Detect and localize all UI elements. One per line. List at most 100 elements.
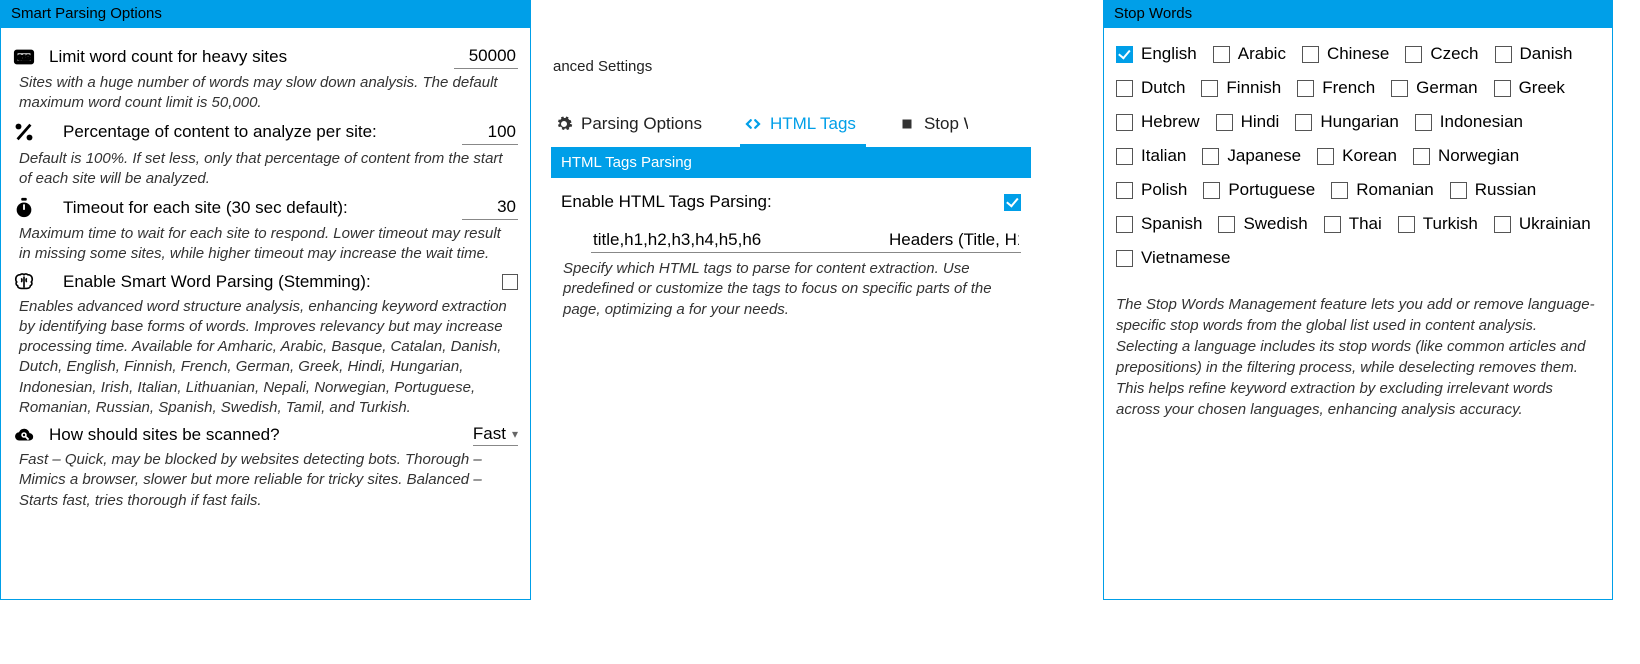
checkbox-icon — [1295, 114, 1312, 131]
option-percentage: Percentage of content to analyze per sit… — [13, 120, 518, 190]
tab-label: Stop W — [924, 114, 968, 134]
language-checkbox-french[interactable]: French — [1297, 78, 1375, 98]
language-label: Norwegian — [1438, 146, 1519, 166]
html-tags-value: title,h1,h2,h3,h4,h5,h6 — [593, 230, 889, 250]
language-checkbox-greek[interactable]: Greek — [1494, 78, 1565, 98]
language-checkbox-korean[interactable]: Korean — [1317, 146, 1397, 166]
checkbox-icon — [1116, 114, 1133, 131]
language-checkbox-vietnamese[interactable]: Vietnamese — [1116, 248, 1230, 268]
percent-icon — [13, 121, 41, 143]
language-checkbox-swedish[interactable]: Swedish — [1218, 214, 1307, 234]
gear-icon — [555, 115, 573, 133]
language-checkbox-english[interactable]: English — [1116, 44, 1197, 64]
language-checkbox-danish[interactable]: Danish — [1495, 44, 1573, 64]
language-checkbox-japanese[interactable]: Japanese — [1202, 146, 1301, 166]
scan-mode-value: Fast — [473, 424, 510, 444]
limit-word-count-input[interactable] — [454, 44, 518, 69]
html-tags-preset: Headers (Title, H1 — [889, 230, 1019, 250]
language-label: Ukrainian — [1519, 214, 1591, 234]
language-checkbox-czech[interactable]: Czech — [1405, 44, 1478, 64]
language-label: Chinese — [1327, 44, 1389, 64]
tab-stop-words[interactable]: Stop W — [894, 108, 968, 147]
language-label: French — [1322, 78, 1375, 98]
tab-html-tags[interactable]: HTML Tags — [740, 108, 866, 147]
language-checkbox-hindi[interactable]: Hindi — [1216, 112, 1280, 132]
language-checkbox-german[interactable]: German — [1391, 78, 1477, 98]
html-tags-input[interactable]: title,h1,h2,h3,h4,h5,h6 Headers (Title, … — [591, 230, 1021, 253]
checkbox-icon — [1415, 114, 1432, 131]
option-desc: Enables advanced word structure analysis… — [13, 297, 518, 419]
stemming-checkbox[interactable] — [502, 274, 518, 290]
language-label: Italian — [1141, 146, 1186, 166]
panel-header: Stop Words — [1104, 1, 1612, 28]
enable-html-tags-checkbox[interactable] — [1004, 194, 1021, 211]
language-label: Russian — [1475, 180, 1536, 200]
language-label: Indonesian — [1440, 112, 1523, 132]
option-desc: Default is 100%. If set less, only that … — [13, 149, 518, 190]
tab-parsing-options[interactable]: Parsing Options — [551, 108, 712, 147]
option-label: Percentage of content to analyze per sit… — [41, 122, 462, 142]
checkbox-icon — [1450, 182, 1467, 199]
language-label: Spanish — [1141, 214, 1202, 234]
language-checkbox-spanish[interactable]: Spanish — [1116, 214, 1202, 234]
checkbox-icon — [1494, 216, 1511, 233]
checkbox-icon — [1213, 46, 1230, 63]
language-label: Hindi — [1241, 112, 1280, 132]
checkbox-icon — [1216, 114, 1233, 131]
language-checkbox-indonesian[interactable]: Indonesian — [1415, 112, 1523, 132]
language-checkbox-hebrew[interactable]: Hebrew — [1116, 112, 1200, 132]
checkbox-icon — [1494, 80, 1511, 97]
language-checkbox-russian[interactable]: Russian — [1450, 180, 1536, 200]
language-checkbox-dutch[interactable]: Dutch — [1116, 78, 1185, 98]
language-label: Arabic — [1238, 44, 1286, 64]
checkbox-icon — [1116, 46, 1133, 63]
section-header: HTML Tags Parsing — [551, 147, 1031, 178]
language-checkbox-turkish[interactable]: Turkish — [1398, 214, 1478, 234]
checkbox-icon — [1116, 182, 1133, 199]
page-title: anced Settings — [553, 58, 1031, 75]
cloud-search-icon — [13, 424, 41, 446]
language-label: German — [1416, 78, 1477, 98]
checkbox-icon — [1413, 148, 1430, 165]
option-limit-word-count: 018 Limit word count for heavy sites Sit… — [13, 44, 518, 114]
option-label: Limit word count for heavy sites — [41, 47, 454, 67]
language-label: Turkish — [1423, 214, 1478, 234]
checkbox-icon — [1202, 148, 1219, 165]
language-checkbox-ukrainian[interactable]: Ukrainian — [1494, 214, 1591, 234]
checkbox-icon — [1405, 46, 1422, 63]
language-checkbox-arabic[interactable]: Arabic — [1213, 44, 1286, 64]
language-checkbox-romanian[interactable]: Romanian — [1331, 180, 1434, 200]
language-label: Danish — [1520, 44, 1573, 64]
timeout-input[interactable] — [462, 195, 518, 220]
checkbox-icon — [1317, 148, 1334, 165]
language-checkbox-thai[interactable]: Thai — [1324, 214, 1382, 234]
option-desc: Maximum time to wait for each site to re… — [13, 224, 518, 265]
language-checkbox-finnish[interactable]: Finnish — [1201, 78, 1281, 98]
language-label: Korean — [1342, 146, 1397, 166]
language-label: Greek — [1519, 78, 1565, 98]
advanced-settings-panel: anced Settings Parsing Options HTML Tags… — [551, 0, 1031, 664]
percentage-input[interactable] — [462, 120, 518, 145]
checkbox-icon — [1297, 80, 1314, 97]
stop-words-panel: Stop Words English Arabic Chinese Czech Dani… — [1103, 0, 1613, 600]
scan-mode-select[interactable]: Fast ▾ — [473, 424, 518, 446]
language-checkbox-portuguese[interactable]: Portuguese — [1203, 180, 1315, 200]
language-checkbox-norwegian[interactable]: Norwegian — [1413, 146, 1519, 166]
tab-label: HTML Tags — [770, 114, 856, 134]
stop-words-desc: The Stop Words Management feature lets y… — [1116, 294, 1600, 420]
language-label: English — [1141, 44, 1197, 64]
language-label: Vietnamese — [1141, 248, 1230, 268]
language-checkbox-hungarian[interactable]: Hungarian — [1295, 112, 1398, 132]
html-tags-desc: Specify which HTML tags to parse for con… — [561, 259, 1021, 320]
language-checkbox-polish[interactable]: Polish — [1116, 180, 1187, 200]
language-label: Romanian — [1356, 180, 1434, 200]
stop-icon — [898, 115, 916, 133]
language-checkbox-italian[interactable]: Italian — [1116, 146, 1186, 166]
option-timeout: Timeout for each site (30 sec default): … — [13, 195, 518, 265]
option-stemming: Enable Smart Word Parsing (Stemming): En… — [13, 271, 518, 419]
language-checkbox-chinese[interactable]: Chinese — [1302, 44, 1389, 64]
option-label: How should sites be scanned? — [41, 425, 473, 445]
code-icon — [744, 115, 762, 133]
language-label: Japanese — [1227, 146, 1301, 166]
checkbox-icon — [1331, 182, 1348, 199]
